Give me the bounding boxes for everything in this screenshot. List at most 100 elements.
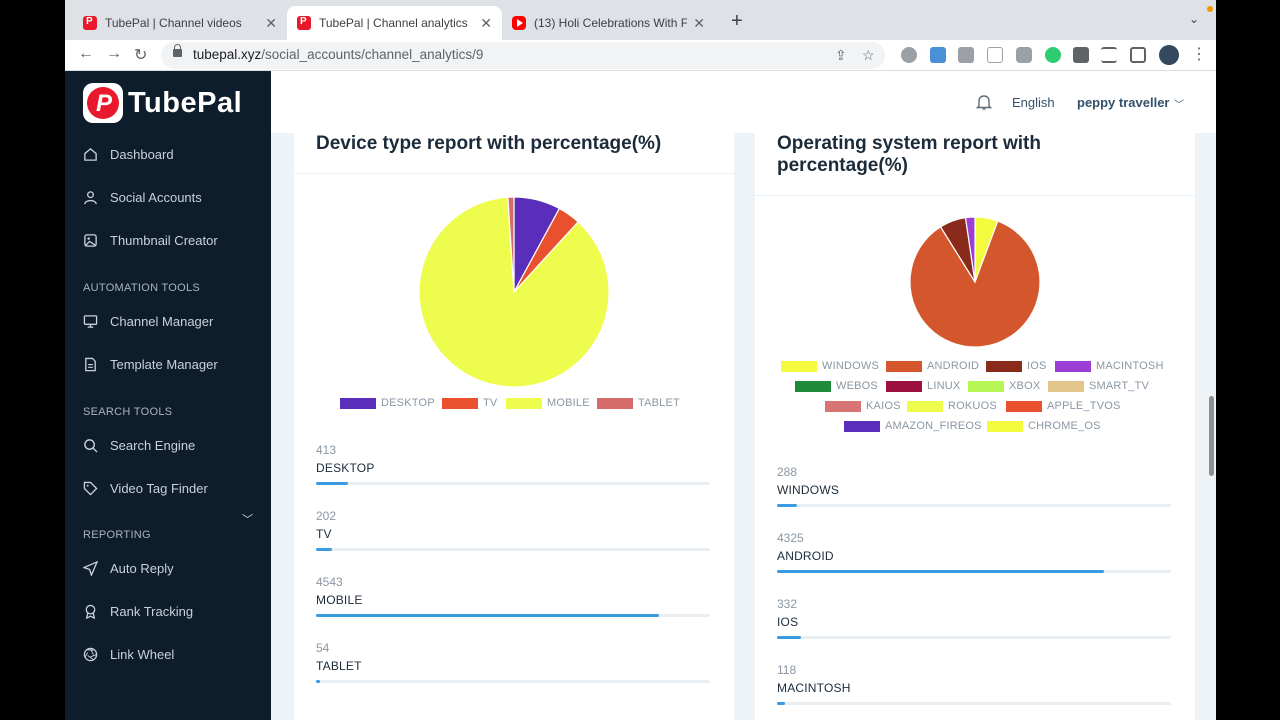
- legend-label: XBOX: [1009, 380, 1041, 392]
- back-icon[interactable]: ←: [78, 45, 94, 62]
- pie-slice-tablet[interactable]: [507, 196, 515, 293]
- tab-channel-analytics[interactable]: TubePal | Channel analytics ✕: [287, 6, 502, 40]
- legend-item-ios[interactable]: IOS: [986, 360, 1047, 372]
- legend-item-webos[interactable]: WEBOS: [795, 380, 878, 392]
- sidebar-item-search-engine[interactable]: Search Engine: [82, 437, 195, 453]
- extension-icon[interactable]: [930, 47, 946, 63]
- sidebar-item-channel-manager[interactable]: Channel Manager: [82, 313, 213, 329]
- sidebar-item-rank-tracking[interactable]: Rank Tracking: [82, 603, 193, 619]
- divider: [294, 173, 734, 174]
- sidebar-item-video-tag-finder[interactable]: Video Tag Finder: [82, 480, 208, 496]
- chevron-down-icon[interactable]: ﹀: [242, 514, 253, 526]
- adblock-icon[interactable]: [901, 47, 917, 63]
- stat-label: TV: [316, 527, 332, 541]
- legend-item-mobile[interactable]: MOBILE: [506, 397, 590, 409]
- sidebar-item-label: Link Wheel: [110, 646, 175, 662]
- close-tab-icon[interactable]: ✕: [693, 14, 705, 31]
- tab-title: TubePal | Channel analytics: [319, 16, 468, 30]
- user-menu[interactable]: peppy traveller: [1077, 95, 1170, 110]
- legend-label: ANDROID: [927, 360, 980, 372]
- side-panel-icon[interactable]: [1130, 47, 1146, 63]
- tubepal-icon: [83, 16, 97, 30]
- copy-icon[interactable]: [987, 47, 1003, 63]
- legend-label: TV: [483, 397, 498, 409]
- sidebar-item-label: Auto Reply: [110, 560, 174, 576]
- address-bar[interactable]: tubepal.xyz/social_accounts/channel_anal…: [161, 42, 885, 69]
- puzzle-icon[interactable]: [1073, 47, 1089, 63]
- share-icon[interactable]: ⇪: [835, 47, 847, 63]
- camera-icon[interactable]: [1016, 47, 1032, 63]
- sidebar-item-auto-reply[interactable]: Auto Reply: [82, 560, 174, 576]
- more-menu-icon[interactable]: ⋮: [1191, 46, 1207, 63]
- page-scrollbar[interactable]: [1209, 396, 1214, 476]
- device-chart-legend: DESKTOP TV MOBILE TABLET: [294, 397, 734, 411]
- bell-icon[interactable]: [975, 93, 993, 116]
- legend-item-kaios[interactable]: KAIOS: [825, 400, 901, 412]
- legend-swatch: [987, 420, 1023, 432]
- legend-swatch: [1048, 380, 1084, 392]
- stat-value: 202: [316, 509, 337, 523]
- tubepal-icon: [297, 16, 311, 30]
- url-path: /social_accounts/channel_analytics/9: [261, 47, 484, 62]
- legend-label: WINDOWS: [822, 360, 880, 372]
- legend-label: MOBILE: [547, 397, 590, 409]
- sidebar-item-link-wheel[interactable]: Link Wheel: [82, 646, 174, 662]
- youtube-icon: [512, 16, 526, 30]
- sidebar-item-label: Dashboard: [110, 146, 174, 162]
- legend-swatch: [886, 360, 922, 372]
- new-tab-icon[interactable]: +: [731, 10, 743, 32]
- reload-icon[interactable]: ↻: [134, 47, 148, 64]
- pie-slice-android[interactable]: [909, 220, 1041, 348]
- tab-search-chevron-icon[interactable]: ⌄: [1189, 12, 1200, 26]
- code-icon[interactable]: [958, 47, 974, 63]
- close-tab-icon[interactable]: ✕: [265, 14, 277, 31]
- legend-item-desktop[interactable]: DESKTOP: [340, 397, 435, 409]
- tab-channel-videos[interactable]: TubePal | Channel videos ✕: [73, 6, 287, 40]
- sidebar-item-dashboard[interactable]: Dashboard: [82, 146, 174, 162]
- legend-swatch: [1055, 360, 1091, 372]
- chevron-down-icon[interactable]: ﹀: [1174, 100, 1184, 111]
- legend-item-amazon-fireos[interactable]: AMAZON_FIREOS: [844, 420, 982, 432]
- legend-label: LINUX: [927, 380, 961, 392]
- legend-label: IOS: [1027, 360, 1047, 372]
- legend-swatch: [506, 397, 542, 409]
- legend-item-windows[interactable]: WINDOWS: [781, 360, 879, 372]
- reading-list-icon[interactable]: [1101, 47, 1117, 63]
- language-selector[interactable]: English: [1012, 95, 1055, 110]
- forward-icon[interactable]: →: [106, 45, 122, 62]
- pie-slice-mobile[interactable]: [418, 196, 610, 388]
- divider: [755, 195, 1195, 196]
- legend-item-linux[interactable]: LINUX: [886, 380, 960, 392]
- extension-green-icon[interactable]: [1045, 47, 1061, 63]
- legend-item-apple-tvos[interactable]: APPLE_TVOS: [1006, 400, 1121, 412]
- tubepal-logo-icon: [83, 83, 123, 123]
- url-text[interactable]: tubepal.xyz/social_accounts/channel_anal…: [193, 47, 483, 62]
- legend-item-tablet[interactable]: TABLET: [597, 397, 680, 409]
- sidebar-item-social-accounts[interactable]: Social Accounts: [82, 189, 202, 205]
- card-title-line: Operating system report with: [777, 133, 1041, 154]
- tab-strip: TubePal | Channel videos ✕ TubePal | Cha…: [65, 0, 1216, 40]
- progress-fill: [777, 702, 785, 705]
- profile-avatar[interactable]: [1159, 45, 1179, 65]
- stat-value: 413: [316, 443, 337, 457]
- logo[interactable]: TubePal: [83, 83, 242, 123]
- legend-item-android[interactable]: ANDROID: [886, 360, 979, 372]
- sidebar-item-thumbnail-creator[interactable]: Thumbnail Creator: [82, 232, 218, 248]
- sidebar-item-label: Template Manager: [110, 356, 218, 372]
- sidebar-item-label: Channel Manager: [110, 313, 214, 329]
- legend-item-rokuos[interactable]: ROKUOS: [907, 400, 997, 412]
- stat-row: 54 TABLET: [316, 641, 710, 683]
- pie-slice-macintosh[interactable]: [964, 216, 976, 283]
- sidebar-item-template-manager[interactable]: Template Manager: [82, 356, 218, 372]
- legend-item-smart-tv[interactable]: SMART_TV: [1048, 380, 1149, 392]
- close-tab-icon[interactable]: ✕: [480, 14, 492, 31]
- stat-label: DESKTOP: [316, 461, 375, 475]
- progress-fill: [316, 614, 659, 617]
- legend-item-tv[interactable]: TV: [442, 397, 497, 409]
- progress-track: [316, 614, 710, 617]
- legend-item-xbox[interactable]: XBOX: [968, 380, 1040, 392]
- legend-item-macintosh[interactable]: MACINTOSH: [1055, 360, 1164, 372]
- tab-youtube-video[interactable]: (13) Holi Celebrations With Fri ✕: [502, 6, 715, 40]
- legend-item-chrome-os[interactable]: CHROME_OS: [987, 420, 1101, 432]
- bookmark-star-icon[interactable]: ☆: [862, 47, 875, 63]
